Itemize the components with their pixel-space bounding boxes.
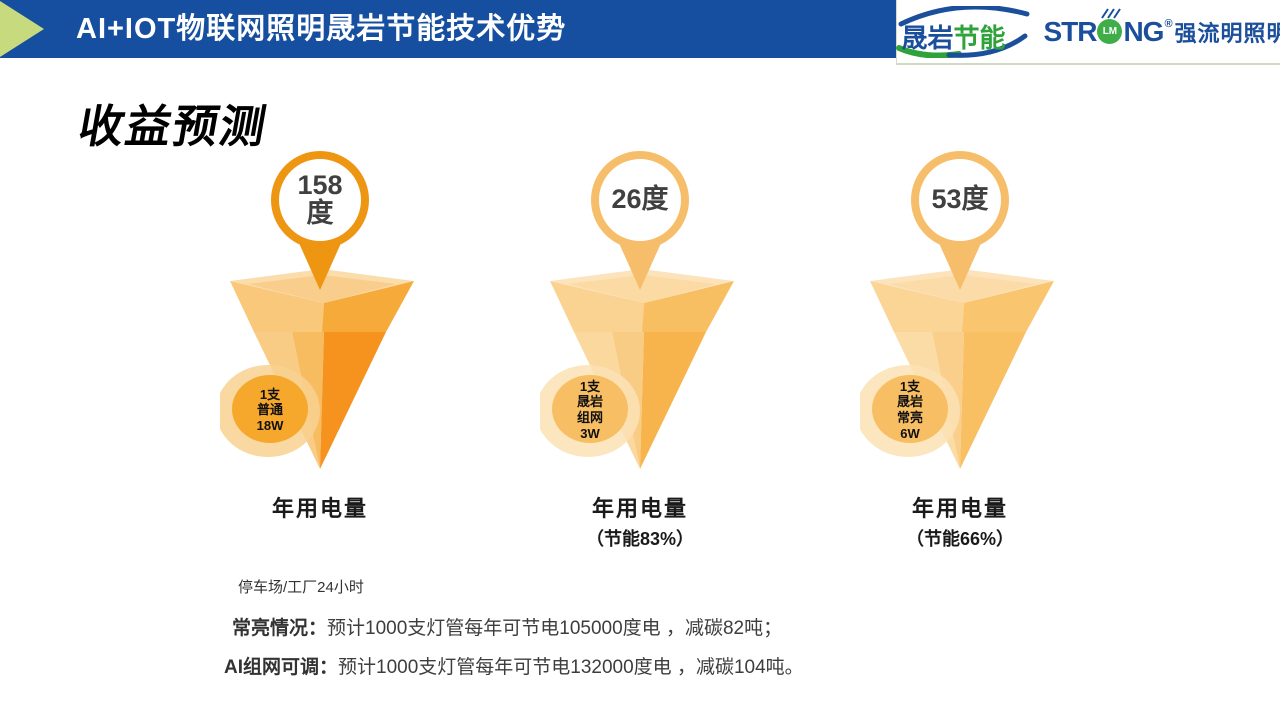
- bulb-line3: 常亮: [896, 410, 923, 425]
- scenario-footnote: 停车场/工厂24小时: [238, 579, 364, 596]
- pin-value: 158 度: [265, 152, 375, 246]
- bulb-line2: 普通: [256, 402, 283, 418]
- funnel-savings-label: （节能66%）: [905, 529, 1015, 549]
- pin-value: 26度: [585, 152, 695, 246]
- funnel-group-alwayson-6w: 53度 1支 晟岩: [856, 148, 1060, 551]
- pin-value-line1: 26度: [611, 183, 669, 214]
- strong-logo-lm-badge: LM: [1097, 8, 1123, 44]
- pin-icon: [911, 151, 1009, 290]
- bulb-label: 1支 晟岩 组网 3W: [552, 376, 628, 444]
- header-arrow-icon: [0, 1, 44, 57]
- bulb-line1: 1支: [899, 378, 921, 394]
- funnel-chart-row: 158 度 1支 普通: [216, 148, 1060, 551]
- funnel-3d: 1支 晟岩 组网 3W: [536, 264, 740, 479]
- strong-logo: STR LM NG ® 强流明照明: [1043, 8, 1280, 48]
- pin-icon: [591, 151, 689, 290]
- strong-logo-prefix: STR: [1043, 15, 1097, 47]
- notes-block: 停车场/工厂24小时 常亮情况：预计1000支灯管每年可节电105000度电 ，…: [224, 576, 1004, 679]
- value-pin: 53度: [905, 148, 1015, 292]
- funnel-3d-icon: [216, 269, 414, 469]
- value-pin: 26度: [585, 148, 695, 292]
- funnel-3d: 1支 普通 18W: [216, 264, 420, 479]
- bulb-line1: 1支: [579, 378, 601, 394]
- note-ai-mesh-text: 预计1000支灯管每年可节电132000度电 ，减碳104吨。: [338, 657, 804, 678]
- bulb-label: 1支 普通 18W: [232, 376, 308, 444]
- shengyan-logo-text-green: 节能: [953, 22, 1006, 53]
- header-bar: AI+IOT物联网照明晟岩节能技术优势 晟岩节能 STR LM: [0, 0, 1280, 65]
- funnel-3d-icon: [856, 269, 1054, 469]
- note-ai-mesh-label: AI组网可调：: [224, 657, 339, 678]
- logo-box: 晟岩节能 STR LM NG ® 强流明照明: [896, 0, 1280, 65]
- funnel-savings-label: （节能83%）: [585, 529, 695, 549]
- funnel-3d-icon: [536, 269, 734, 469]
- bulb-line2: 晟岩: [896, 394, 923, 410]
- funnel-3d: 1支 晟岩 常亮 6W: [856, 264, 1060, 479]
- note-always-on-text: 预计1000支灯管每年可节电105000度电 ，减碳82吨；: [327, 618, 783, 639]
- strong-logo-suffix: NG: [1123, 15, 1164, 47]
- note-always-on: 常亮情况：预计1000支灯管每年可节电105000度电 ，减碳82吨；: [232, 613, 1004, 640]
- note-always-on-label: 常亮情况：: [232, 618, 328, 639]
- bulb-line1: 1支: [259, 386, 281, 402]
- bulb-line4: 6W: [900, 425, 920, 441]
- shengyan-logo-text-blue: 晟岩: [901, 22, 954, 53]
- note-ai-mesh: AI组网可调：预计1000支灯管每年可节电132000度电 ，减碳104吨。: [224, 652, 1004, 679]
- pin-icon: [271, 151, 369, 290]
- shengyan-logo: 晟岩节能: [887, 5, 1035, 58]
- registered-mark-icon: ®: [1164, 17, 1173, 30]
- pin-value-line1: 53度: [931, 183, 989, 214]
- funnel-group-mesh-3w: 26度 1支 晟岩: [536, 148, 740, 551]
- funnel-axis-label: 年用电量: [271, 496, 368, 521]
- strong-logo-hatch-icon: [1101, 8, 1122, 19]
- pin-value-line2: 度: [306, 198, 334, 228]
- bulb-line4: 3W: [580, 425, 600, 441]
- page-title: 收益预测: [74, 101, 272, 152]
- pin-value: 53度: [905, 152, 1015, 246]
- strong-logo-cn: 强流明照明: [1174, 20, 1280, 46]
- bulb-line2: 晟岩: [576, 394, 603, 410]
- funnel-axis-label: 年用电量: [911, 496, 1008, 521]
- slide-header-title: AI+IOT物联网照明晟岩节能技术优势: [76, 13, 567, 45]
- strong-logo-lm-circle: LM: [1097, 19, 1123, 44]
- value-pin: 158 度: [265, 148, 375, 292]
- shengyan-orbit-icon: [896, 5, 1030, 58]
- shengyan-logo-text: 晟岩节能: [901, 18, 1005, 55]
- funnel-group-ordinary-18w: 158 度 1支 普通: [216, 148, 420, 551]
- bulb-line3: 组网: [576, 410, 603, 425]
- bulb-line3: 18W: [256, 417, 284, 433]
- funnel-axis-label: 年用电量: [591, 496, 688, 521]
- bulb-label: 1支 晟岩 常亮 6W: [872, 376, 948, 444]
- pin-value-line1: 158: [297, 169, 343, 200]
